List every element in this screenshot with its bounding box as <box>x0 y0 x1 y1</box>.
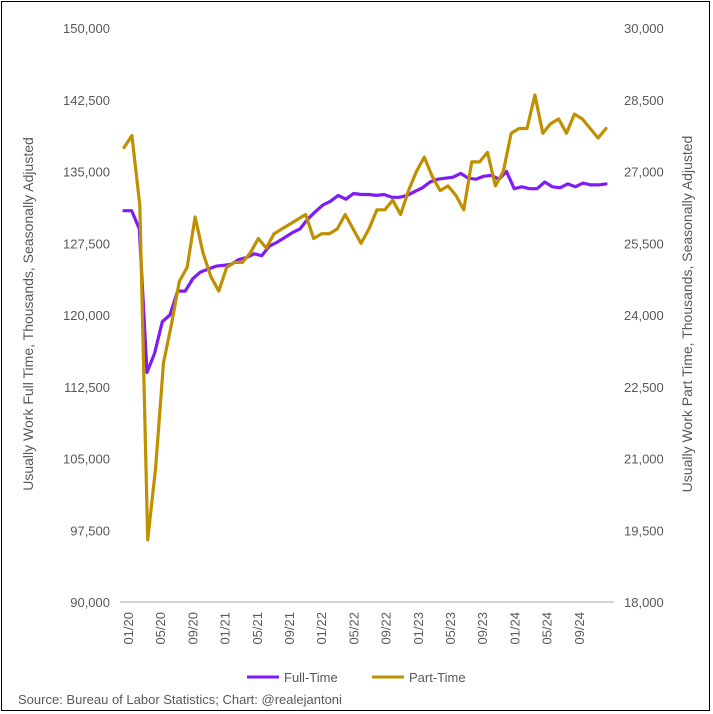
x-tick-label: 01/21 <box>218 612 233 645</box>
legend-label-full-time: Full-Time <box>284 670 338 685</box>
y-right-tick-label: 30,000 <box>624 21 664 36</box>
y-left-tick-label: 105,000 <box>63 452 110 467</box>
y-right-tick-label: 18,000 <box>624 595 664 610</box>
y-right-tick-label: 19,500 <box>624 523 664 538</box>
y-left-tick-label: 112,500 <box>64 380 110 395</box>
y-left-tick-label: 135,000 <box>63 165 110 180</box>
x-tick-label: 01/24 <box>507 612 522 645</box>
x-tick-label: 09/24 <box>572 612 587 645</box>
source-note: Source: Bureau of Labor Statistics; Char… <box>18 692 342 707</box>
x-tick-label: 05/22 <box>346 612 361 645</box>
y-right-tick-label: 28,500 <box>624 93 664 108</box>
x-tick-label: 05/24 <box>540 612 555 645</box>
legend: Full-Time Part-Time <box>247 670 466 685</box>
y-left-tick-label: 142,500 <box>63 93 110 108</box>
series-line-part-time <box>122 93 608 542</box>
x-tick-label: 09/20 <box>185 612 200 645</box>
y-right-tick-label: 22,500 <box>624 380 664 395</box>
x-tick-label: 01/20 <box>121 612 136 645</box>
x-tick-label: 05/21 <box>250 612 265 645</box>
y-left-tick-label: 90,000 <box>70 595 110 610</box>
x-tick-label: 05/23 <box>443 612 458 645</box>
y-left-tick-label: 97,500 <box>70 523 110 538</box>
x-tick-label: 09/21 <box>282 612 297 645</box>
x-tick-label: 01/23 <box>411 612 426 645</box>
y-axis-left-title: Usually Work Full Time, Thousands, Seaso… <box>20 137 36 491</box>
x-tick-label: 09/22 <box>379 612 394 645</box>
legend-label-part-time: Part-Time <box>409 670 466 685</box>
x-tick-label: 09/23 <box>475 612 490 645</box>
y-left-tick-label: 127,500 <box>63 236 110 251</box>
y-left-tick-label: 120,000 <box>63 308 110 323</box>
y-axis-right-title: Usually Work Part Time, Thousands, Seaso… <box>679 136 695 493</box>
y-right-tick-label: 24,000 <box>624 308 664 323</box>
y-right-tick-label: 25,500 <box>624 236 664 251</box>
y-left-tick-label: 150,000 <box>63 21 110 36</box>
y-right-tick-label: 21,000 <box>624 452 664 467</box>
y-right-tick-label: 27,000 <box>624 165 664 180</box>
x-tick-label: 01/22 <box>314 612 329 645</box>
x-tick-label: 05/20 <box>153 612 168 645</box>
series-line-full-time <box>122 169 608 374</box>
